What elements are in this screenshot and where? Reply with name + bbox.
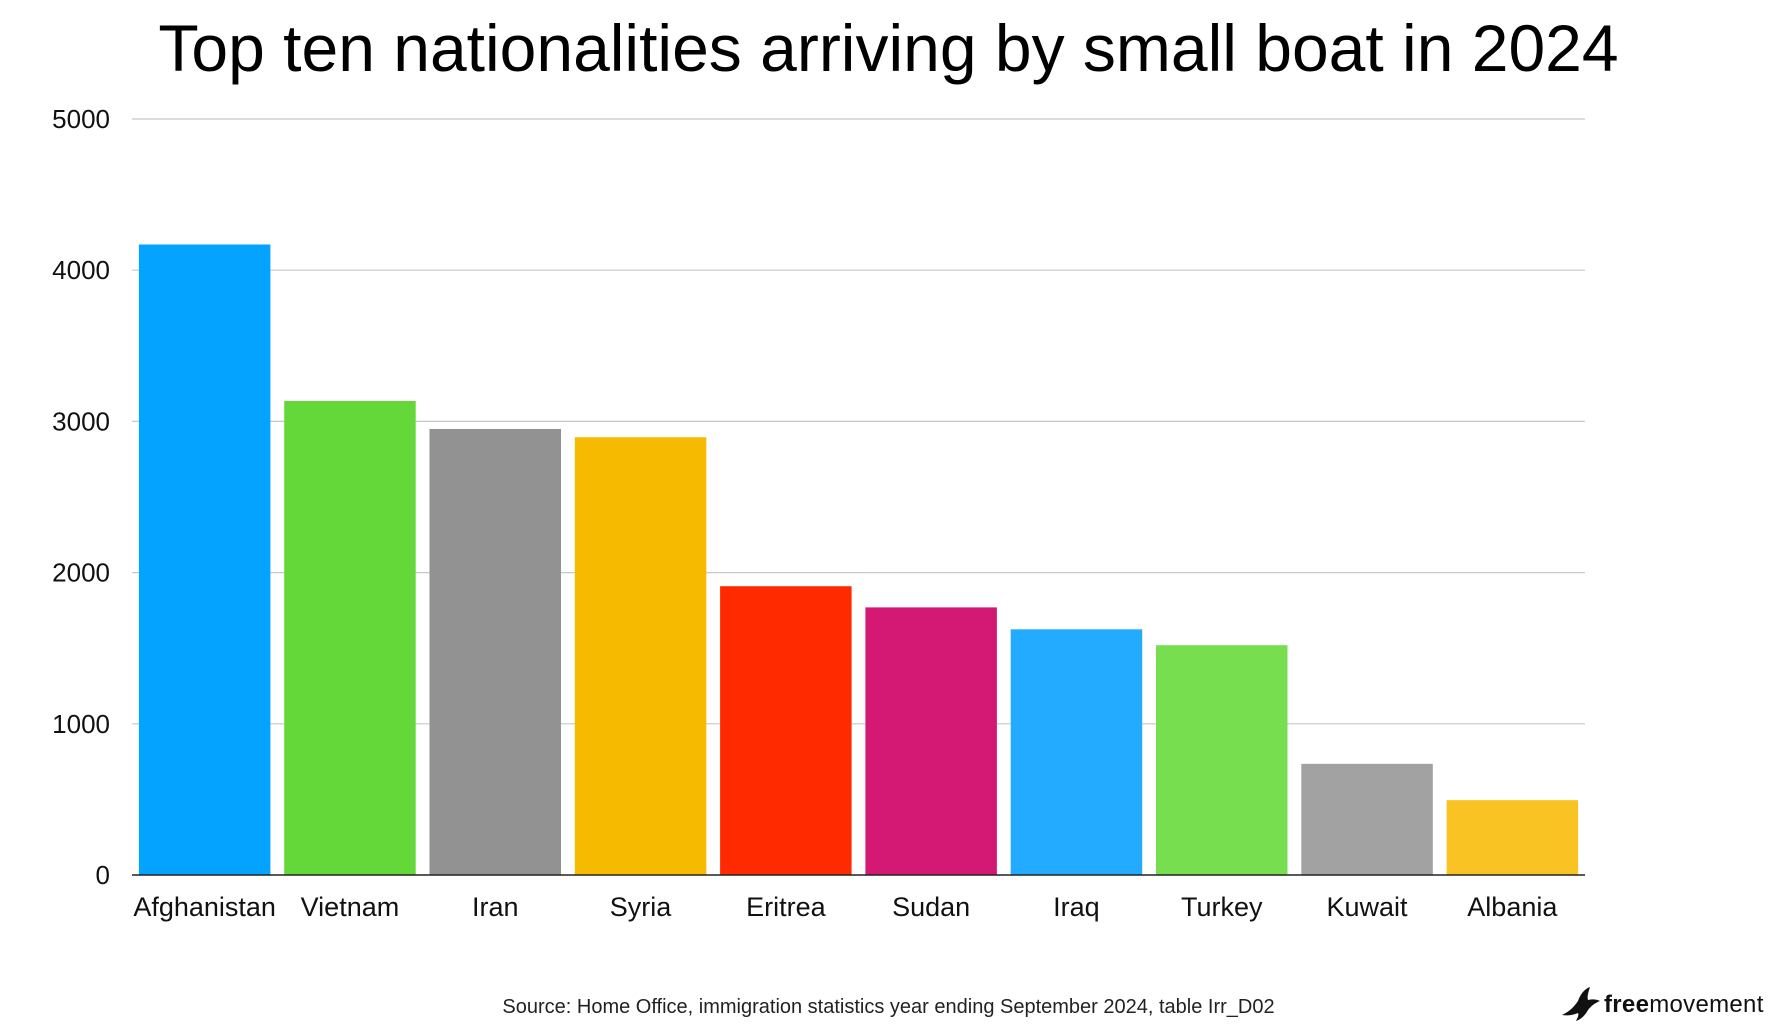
logo-text: freemovement xyxy=(1604,991,1764,1019)
bars xyxy=(138,244,1579,876)
bar-syria xyxy=(574,437,707,875)
y-tick-label: 3000 xyxy=(52,406,110,436)
bar-afghanistan xyxy=(138,244,271,876)
y-tick-label: 5000 xyxy=(52,104,110,134)
bar-eritrea xyxy=(720,586,852,875)
bar-iraq xyxy=(1010,629,1143,875)
x-tick-label: Iran xyxy=(472,892,519,922)
bar-kuwait xyxy=(1301,763,1433,875)
y-tick-label: 2000 xyxy=(52,558,110,588)
freemovement-logo: freemovement xyxy=(1560,985,1764,1025)
x-tick-label: Sudan xyxy=(892,892,970,922)
bar-vietnam xyxy=(284,400,416,875)
bar-sudan xyxy=(865,607,997,875)
bar-turkey xyxy=(1156,645,1288,875)
bird-icon xyxy=(1562,987,1600,1021)
x-tick-label: Eritrea xyxy=(746,892,827,922)
y-tick-label: 1000 xyxy=(52,709,110,739)
chart-title: Top ten nationalities arriving by small … xyxy=(158,11,1619,85)
x-tick-labels: Afghanistan Vietnam Iran Syria Eritrea Sudan I… xyxy=(133,892,1558,922)
x-tick-label: Afghanistan xyxy=(133,892,276,922)
x-tick-label: Turkey xyxy=(1181,892,1263,922)
x-tick-label: Vietnam xyxy=(301,892,400,922)
bar-iran xyxy=(429,428,561,875)
y-tick-labels: 0 1000 2000 3000 4000 5000 xyxy=(52,104,110,890)
x-tick-label: Kuwait xyxy=(1327,892,1409,922)
y-tick-label: 4000 xyxy=(52,255,110,285)
x-tick-label: Albania xyxy=(1467,892,1558,922)
x-tick-label: Iraq xyxy=(1053,892,1100,922)
bar-albania xyxy=(1446,800,1579,875)
logo-text-bold: free xyxy=(1604,991,1650,1018)
logo-text-regular: movement xyxy=(1649,991,1764,1018)
x-tick-label: Syria xyxy=(610,892,672,922)
source-note: Source: Home Office, immigration statist… xyxy=(502,996,1275,1018)
y-tick-label: 0 xyxy=(96,860,110,890)
